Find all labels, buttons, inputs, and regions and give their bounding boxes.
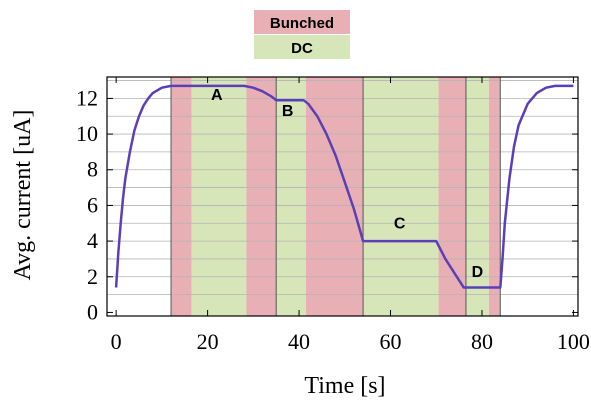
band-bunched-4 — [305, 77, 364, 316]
x-tick-label-20: 20 — [197, 329, 219, 354]
band-bunched-2 — [246, 77, 277, 316]
ticks: 0 20 40 60 80 100 0 2 4 6 8 10 12 — [76, 77, 590, 354]
y-tick-label-6: 6 — [87, 192, 98, 217]
annotations: A B C D — [211, 87, 483, 281]
x-axis-title: Time [s] — [304, 373, 385, 399]
y-tick-label-8: 8 — [87, 157, 98, 182]
y-tick-label-10: 10 — [76, 121, 98, 146]
series-line — [114, 84, 574, 289]
gridlines — [107, 80, 578, 295]
plot-frame — [106, 76, 579, 317]
x-tick-label-100: 100 — [557, 329, 590, 354]
legend-swatch-bunched — [254, 10, 350, 34]
annotation-c: C — [394, 216, 406, 233]
legend-label-dc: DC — [291, 40, 313, 57]
band-bunched-6 — [438, 77, 466, 316]
legend-label-bunched: Bunched — [270, 15, 334, 32]
annotation-a: A — [211, 87, 223, 104]
y-tick-label-4: 4 — [87, 228, 98, 253]
legend: Bunched DC — [254, 10, 350, 59]
x-tick-label-80: 80 — [471, 329, 493, 354]
y-tick-label-0: 0 — [87, 299, 98, 324]
x-tick-label-60: 60 — [380, 329, 402, 354]
plot-area: A B C D 0 20 40 60 80 100 0 2 4 6 8 10 12 — [76, 76, 590, 354]
band-dc-7 — [465, 77, 489, 316]
y-axis-title: Avg. current [uA] — [10, 110, 36, 281]
band-dividers — [170, 77, 501, 316]
background-bands — [171, 77, 501, 316]
annotation-b: B — [282, 103, 294, 120]
y-tick-label-2: 2 — [87, 264, 98, 289]
x-tick-label-40: 40 — [288, 329, 310, 354]
band-bunched-8 — [488, 77, 501, 316]
band-dc-5 — [363, 77, 439, 316]
y-tick-label-12: 12 — [76, 85, 98, 110]
legend-swatch-dc — [254, 35, 350, 59]
x-tick-label-0: 0 — [111, 329, 122, 354]
annotation-d: D — [472, 264, 484, 281]
band-dc-3 — [276, 77, 306, 316]
band-dc-1 — [191, 77, 247, 316]
band-bunched-0 — [171, 77, 192, 316]
